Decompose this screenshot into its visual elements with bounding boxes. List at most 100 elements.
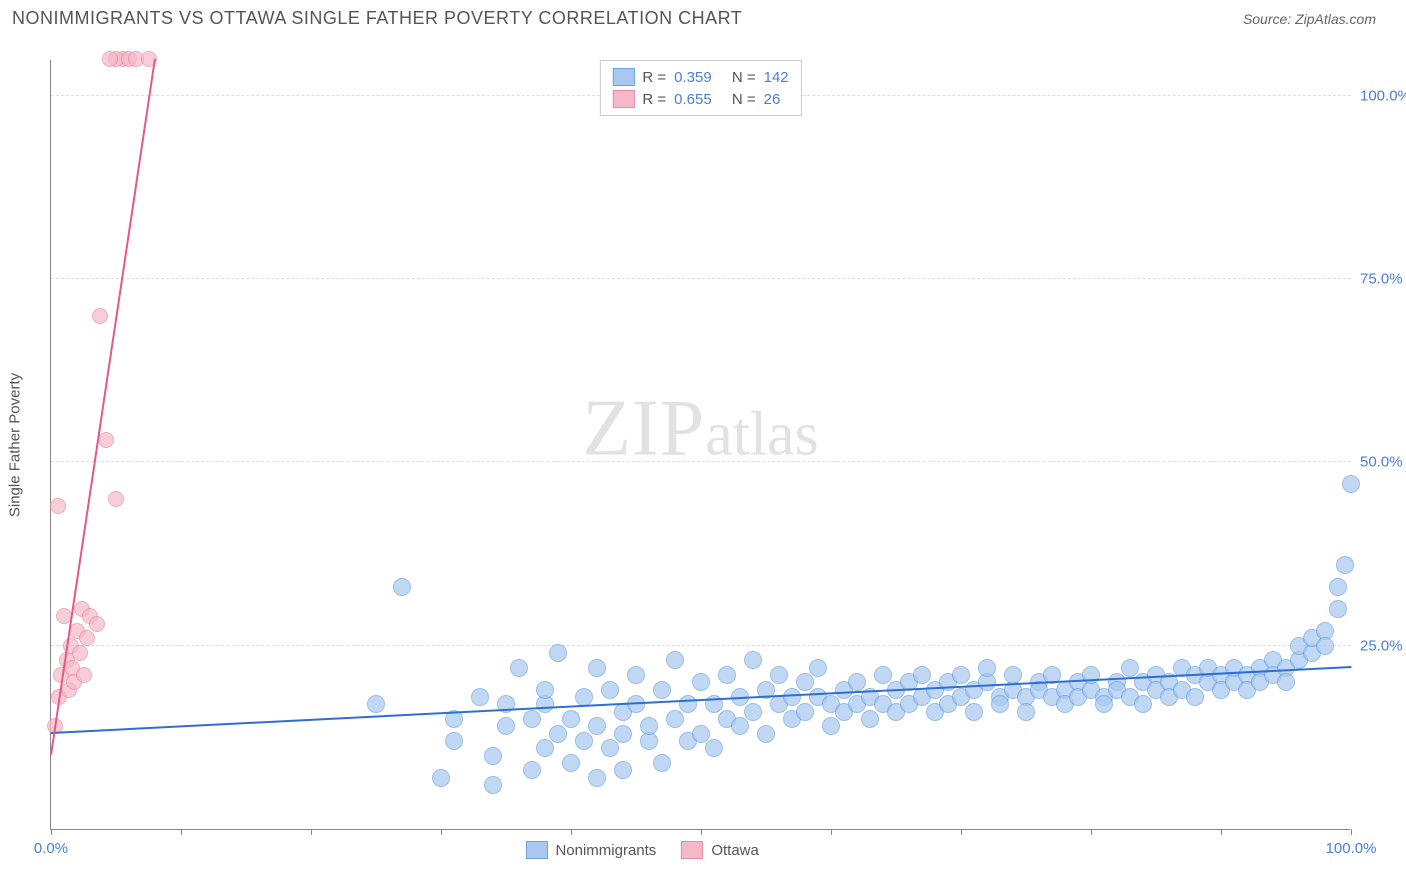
scatter-point <box>796 703 814 721</box>
scatter-point <box>718 666 736 684</box>
scatter-point <box>705 739 723 757</box>
legend-r-value: 0.655 <box>674 91 712 108</box>
y-axis-label: Single Father Poverty <box>7 373 24 517</box>
scatter-point <box>393 578 411 596</box>
scatter-point <box>76 667 92 683</box>
scatter-point <box>1329 600 1347 618</box>
scatter-point <box>588 659 606 677</box>
xtick-label-start: 0.0% <box>34 840 68 857</box>
xtick <box>831 829 832 835</box>
watermark-atlas: atlas <box>705 401 819 469</box>
gridline <box>51 278 1351 279</box>
legend-swatch-ottawa <box>681 841 703 859</box>
scatter-point <box>50 498 66 514</box>
scatter-point <box>848 673 866 691</box>
legend-n-value: 26 <box>764 91 781 108</box>
scatter-point <box>952 666 970 684</box>
ytick-label: 100.0% <box>1360 87 1406 104</box>
scatter-point <box>692 725 710 743</box>
xtick <box>701 829 702 835</box>
scatter-point <box>575 732 593 750</box>
watermark-zip: ZIP <box>582 385 705 473</box>
scatter-point <box>575 688 593 706</box>
scatter-point <box>562 754 580 772</box>
legend-swatch-series-1 <box>612 68 634 86</box>
scatter-point <box>536 681 554 699</box>
legend-n-value: 142 <box>764 69 789 86</box>
scatter-point <box>588 769 606 787</box>
scatter-point <box>731 717 749 735</box>
scatter-point <box>102 51 118 67</box>
scatter-point <box>367 695 385 713</box>
scatter-point <box>471 688 489 706</box>
scatter-point <box>861 710 879 728</box>
scatter-point <box>913 666 931 684</box>
plot-region: ZIPatlas R = 0.359 N = 142 R = 0.655 N =… <box>50 60 1350 830</box>
xtick-label-end: 100.0% <box>1326 840 1377 857</box>
gridline <box>51 645 1351 646</box>
scatter-point <box>1134 695 1152 713</box>
ytick-label: 75.0% <box>1360 271 1406 288</box>
scatter-point <box>666 710 684 728</box>
scatter-point <box>536 739 554 757</box>
legend-row-series-1: R = 0.359 N = 142 <box>612 66 788 88</box>
scatter-point <box>1336 556 1354 574</box>
scatter-point <box>1004 666 1022 684</box>
scatter-point <box>1316 637 1334 655</box>
scatter-point <box>757 725 775 743</box>
legend-correlation: R = 0.359 N = 142 R = 0.655 N = 26 <box>599 60 801 116</box>
scatter-point <box>640 717 658 735</box>
scatter-point <box>653 681 671 699</box>
scatter-point <box>783 688 801 706</box>
scatter-point <box>965 703 983 721</box>
scatter-point <box>432 769 450 787</box>
scatter-point <box>679 695 697 713</box>
scatter-point <box>98 432 114 448</box>
legend-item-nonimmigrants: Nonimmigrants <box>525 841 656 859</box>
xtick <box>51 829 52 835</box>
xtick <box>311 829 312 835</box>
xtick <box>961 829 962 835</box>
scatter-point <box>523 710 541 728</box>
legend-n-label: N = <box>732 91 756 108</box>
legend-r-value: 0.359 <box>674 69 712 86</box>
scatter-point <box>1186 688 1204 706</box>
scatter-point <box>523 761 541 779</box>
scatter-point <box>627 666 645 684</box>
xtick <box>1091 829 1092 835</box>
legend-swatch-series-2 <box>612 90 634 108</box>
scatter-point <box>614 761 632 779</box>
scatter-point <box>1017 703 1035 721</box>
scatter-point <box>1277 673 1295 691</box>
xtick <box>181 829 182 835</box>
legend-n-label: N = <box>732 69 756 86</box>
chart-area: ZIPatlas R = 0.359 N = 142 R = 0.655 N =… <box>50 60 1350 830</box>
scatter-point <box>653 754 671 772</box>
legend-swatch-nonimmigrants <box>525 841 547 859</box>
scatter-point <box>510 659 528 677</box>
scatter-point <box>991 695 1009 713</box>
scatter-point <box>796 673 814 691</box>
xtick <box>1351 829 1352 835</box>
scatter-point <box>445 732 463 750</box>
legend-item-ottawa: Ottawa <box>681 841 759 859</box>
scatter-point <box>874 666 892 684</box>
scatter-point <box>588 717 606 735</box>
scatter-point <box>79 630 95 646</box>
ytick-label: 50.0% <box>1360 454 1406 471</box>
scatter-point <box>601 681 619 699</box>
scatter-point <box>108 491 124 507</box>
xtick <box>441 829 442 835</box>
scatter-point <box>549 644 567 662</box>
scatter-point <box>822 717 840 735</box>
scatter-point <box>1342 475 1360 493</box>
scatter-point <box>692 673 710 691</box>
scatter-point <box>72 645 88 661</box>
ytick-label: 25.0% <box>1360 637 1406 654</box>
scatter-point <box>1095 695 1113 713</box>
legend-label-ottawa: Ottawa <box>711 842 759 859</box>
legend-r-label: R = <box>642 91 666 108</box>
scatter-point <box>744 703 762 721</box>
legend-series: Nonimmigrants Ottawa <box>525 841 758 859</box>
xtick <box>1221 829 1222 835</box>
